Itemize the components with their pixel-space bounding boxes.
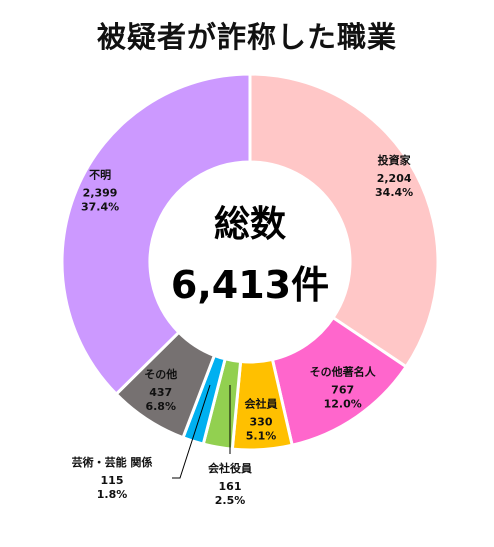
slice-label-name: 不明 [89, 168, 111, 181]
donut-slice-0 [248, 72, 440, 369]
center-total: 6,413件 [171, 263, 329, 307]
slice-label-name: 会社役員 [208, 461, 252, 475]
slice-label-name: 投資家 [378, 153, 412, 167]
slice-label-name: 会社員 [245, 397, 278, 411]
slice-label-percent: 1.8% [97, 488, 128, 501]
chart-title: 被疑者が詐称した職業 [96, 20, 397, 54]
slice-label-name: その他 [144, 367, 177, 381]
slice-label-percent: 34.4% [375, 186, 413, 199]
slice-label-name: 芸術・芸能 関係 [72, 455, 153, 469]
slice-label-count: 330 [250, 416, 273, 429]
leader-line-4 [172, 384, 211, 479]
slice-label-percent: 12.0% [324, 398, 362, 411]
slice-label-count: 115 [101, 474, 124, 487]
slice-label-count: 767 [331, 384, 354, 397]
slice-label-count: 161 [219, 480, 242, 493]
slice-label-count: 437 [149, 386, 172, 399]
slice-label-name: その他著名人 [310, 365, 377, 379]
slice-label-percent: 37.4% [81, 200, 119, 213]
slice-label-percent: 2.5% [215, 494, 246, 507]
center-label: 総数 [214, 204, 286, 245]
slice-label-count: 2,399 [83, 186, 118, 199]
slice-label-percent: 6.8% [145, 400, 176, 413]
slice-label-count: 2,204 [377, 172, 412, 185]
donut-slice-6 [60, 72, 252, 397]
slice-label-percent: 5.1% [246, 430, 277, 443]
